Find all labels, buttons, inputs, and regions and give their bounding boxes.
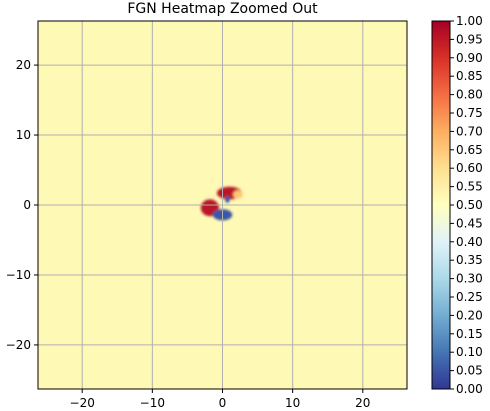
- y-tick-label: 0: [23, 198, 31, 212]
- x-tick-label: 20: [355, 396, 370, 410]
- colorbar-tick-label: 0.35: [456, 253, 483, 267]
- colorbar-tick-label: 0.60: [456, 161, 483, 175]
- colorbar-tick-label: 0.75: [456, 106, 483, 120]
- colorbar-tick-label: 0.70: [456, 124, 483, 138]
- y-tick-label: 20: [16, 58, 31, 72]
- colorbar-tick-label: 0.05: [456, 364, 483, 378]
- colorbar-tick-label: 0.40: [456, 235, 483, 249]
- colorbar-tick-label: 0.00: [456, 382, 483, 396]
- colorbar-tick-label: 0.55: [456, 180, 483, 194]
- x-tick-label: −10: [140, 396, 165, 410]
- plot-area: −20 −10 0 10 20 −20 −10 0 10 20: [6, 20, 408, 410]
- heatmap-blob-5: [233, 190, 243, 199]
- colorbar-tick-label: 0.30: [456, 272, 483, 286]
- y-tick-label: −20: [6, 338, 31, 352]
- y-tick-label: 10: [16, 128, 31, 142]
- colorbar-tick-label: 0.90: [456, 51, 483, 65]
- colorbar-tick-label: 0.20: [456, 308, 483, 322]
- colorbar-tick-label: 0.50: [456, 198, 483, 212]
- colorbar-tick-label: 0.85: [456, 69, 483, 83]
- colorbar-tick-label: 0.95: [456, 32, 483, 46]
- colorbar-tick-label: 0.10: [456, 345, 483, 359]
- heatmap-blob-4: [224, 195, 230, 203]
- colorbar-tick-label: 0.45: [456, 216, 483, 230]
- colorbar-tick-label: 0.15: [456, 327, 483, 341]
- colorbar-gradient: [431, 20, 451, 390]
- chart-title: FGN Heatmap Zoomed Out: [127, 1, 318, 17]
- colorbar-tick-label: 0.65: [456, 143, 483, 157]
- x-tick-label: 10: [285, 396, 300, 410]
- x-tick-label: −20: [70, 396, 95, 410]
- colorbar-tick-label: 1.00: [456, 14, 483, 28]
- x-tick-label: 0: [219, 396, 227, 410]
- colorbar-tick-label: 0.25: [456, 290, 483, 304]
- colorbar-tick-label: 0.80: [456, 88, 483, 102]
- y-tick-label: −10: [6, 268, 31, 282]
- colorbar: 0.00 0.05 0.10 0.15 0.20 0.25 0.30 0.35 0.40 0.45…: [431, 14, 483, 396]
